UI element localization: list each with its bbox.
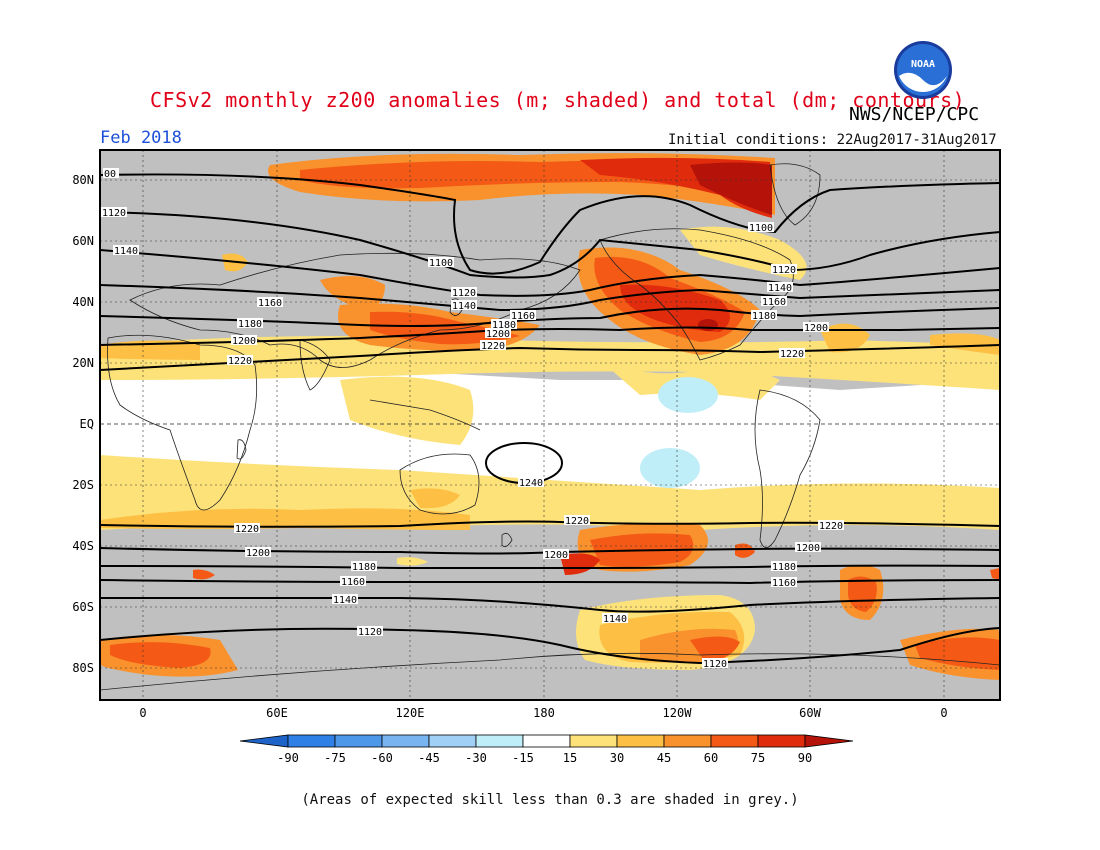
lat-label-20n: 20N [72,356,94,370]
legend-swatch [569,734,618,748]
lon-label-60e: 60E [266,706,288,720]
lat-label-80n: 80N [72,173,94,187]
contour-label: 1160 [258,298,282,309]
contour-label: 1220 [481,341,505,352]
legend-tick-label: -45 [418,751,440,765]
height-contours [100,173,1000,665]
contour-label: 1120 [703,659,727,670]
lat-label-eq: EQ [80,417,94,431]
initial-conditions: Initial conditions: 22Aug2017-31Aug2017 [668,132,997,148]
agency-label: NWS/NCEP/CPC [849,104,980,125]
contour-label: 1200 [804,323,828,334]
color-legend: -90 -75 -60 -45 -30 -15 15 30 45 60 75 90 [239,734,854,765]
skill-footnote: (Areas of expected skill less than 0.3 a… [301,792,799,808]
anomaly-shading [100,150,1000,700]
contour-label: 1180 [352,562,376,573]
contour-label: 1100 [429,258,453,269]
contour-labels: 00 1120 1140 1160 1180 1200 1220 1100 11… [101,168,844,670]
contour-label: 1180 [238,319,262,330]
contour-label: 1160 [772,578,796,589]
lon-label-0: 0 [139,706,146,720]
contour-label: 1220 [235,524,259,535]
contour-label: 1220 [780,349,804,360]
contour-label: 1220 [228,356,252,367]
legend-swatch [381,734,430,748]
graticule [100,150,1000,700]
legend-swatch [287,734,336,748]
contour-label: 1120 [358,627,382,638]
contour-label: 1200 [232,336,256,347]
forecast-month: Feb 2018 [100,128,182,148]
legend-swatch [757,734,806,748]
legend-swatch [428,734,477,748]
contour-label: 1180 [752,311,776,322]
contour-label: 1160 [511,311,535,322]
noaa-logo: NOAA [894,41,952,99]
legend-swatch [475,734,524,748]
contour-label: 1220 [565,516,589,527]
contour-label: 1140 [768,283,792,294]
legend-swatch [663,734,712,748]
contour-label: 1160 [762,297,786,308]
legend-arrow-low [239,734,289,748]
legend-tick-label: 45 [657,751,671,765]
contour-label: 1140 [603,614,627,625]
contour-label: 1140 [114,246,138,257]
legend-tick-label: -15 [512,751,534,765]
contour-label: 1100 [749,223,773,234]
legend-swatch [522,734,571,748]
lat-label-20s: 20S [72,478,94,492]
contour-label: 00 [104,169,116,180]
lon-label-180: 180 [533,706,555,720]
legend-tick-label: 30 [610,751,624,765]
lon-label-120e: 120E [396,706,425,720]
legend-tick-label: -75 [324,751,346,765]
contour-label: 1140 [333,595,357,606]
contour-label: 1200 [246,548,270,559]
contour-label: 1240 [519,478,543,489]
legend-tick-label: 15 [563,751,577,765]
legend-arrow-high [804,734,854,748]
contour-label: 1200 [544,550,568,561]
legend-tick-label: 60 [704,751,718,765]
map-figure: 00 1120 1140 1160 1180 1200 1220 1100 11… [72,149,1001,765]
map-frame [99,149,1001,701]
contour-label: 1120 [452,288,476,299]
noaa-logo-text: NOAA [911,59,935,70]
contour-label: 1180 [772,562,796,573]
lat-label-60n: 60N [72,234,94,248]
legend-tick-label: -30 [465,751,487,765]
legend-tick-label: -60 [371,751,393,765]
legend-tick-label: 90 [798,751,812,765]
lat-label-40s: 40S [72,539,94,553]
lat-label-60s: 60S [72,600,94,614]
legend-tick-label: 75 [751,751,765,765]
contour-label: 1220 [819,521,843,532]
contour-label: 1180 [492,320,516,331]
lon-label-120w: 120W [663,706,693,720]
legend-tick-label: -90 [277,751,299,765]
contour-label: 1120 [772,265,796,276]
contour-label: 1140 [452,301,476,312]
lon-label-0-right: 0 [940,706,947,720]
contour-label: 1200 [796,543,820,554]
lat-label-40n: 40N [72,295,94,309]
latitude-labels: 80N 60N 40N 20N EQ 20S 40S 60S 80S [72,173,94,675]
chart-title: CFSv2 monthly z200 anomalies (m; shaded)… [150,88,966,112]
contour-label: 1120 [102,208,126,219]
legend-swatch [334,734,383,748]
longitude-labels: 0 60E 120E 180 120W 60W 0 [139,706,947,720]
contour-label: 1160 [341,577,365,588]
lat-label-80s: 80S [72,661,94,675]
contour-label: 1200 [486,329,510,340]
lon-label-60w: 60W [799,706,821,720]
legend-swatch [616,734,665,748]
legend-swatch [710,734,759,748]
